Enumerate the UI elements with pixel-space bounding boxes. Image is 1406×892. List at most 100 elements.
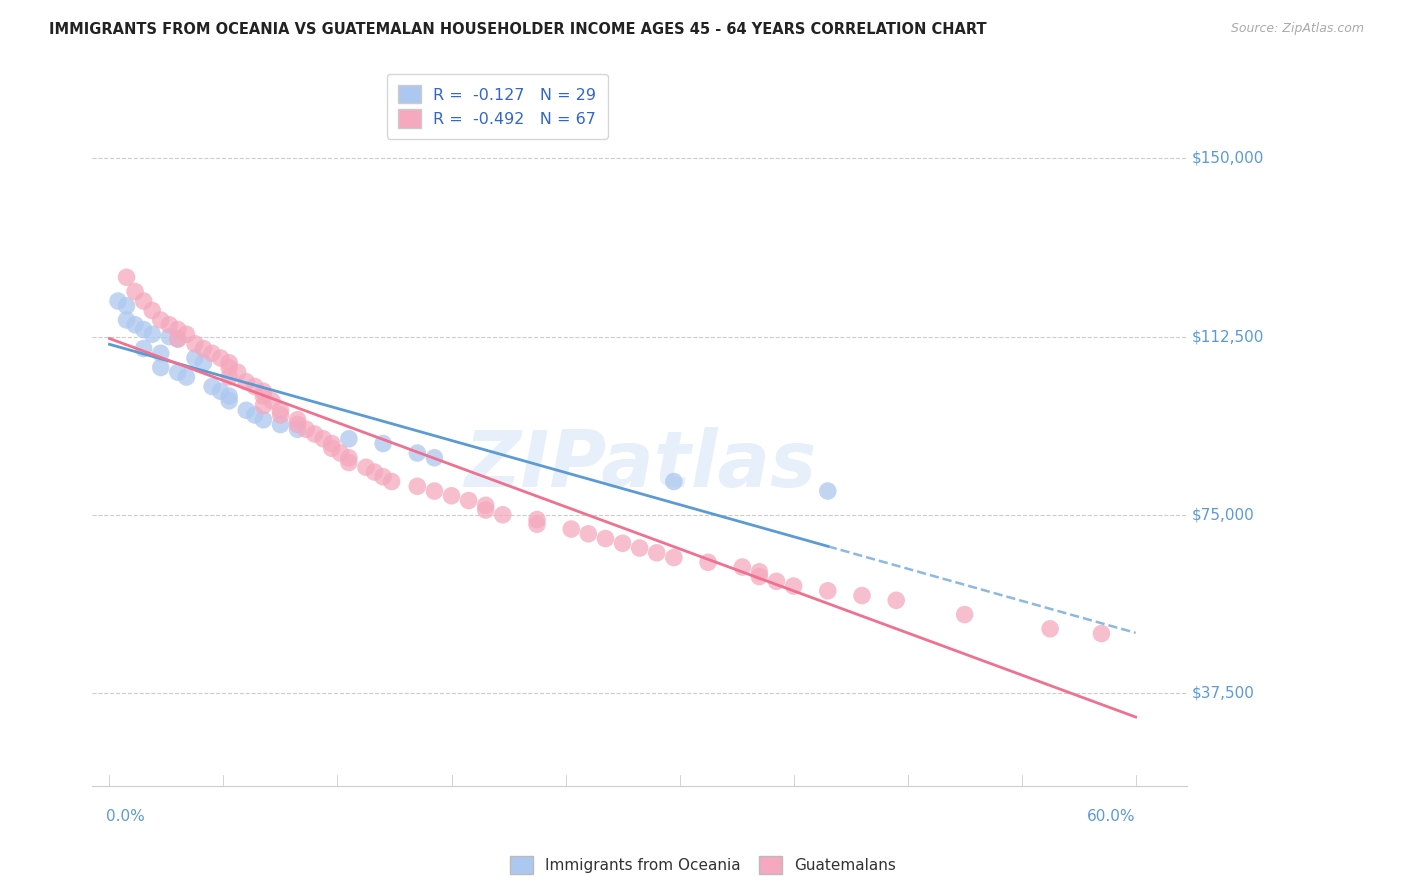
Point	[884, 593, 907, 607]
Point	[132, 322, 155, 336]
Point	[645, 546, 668, 560]
Point	[321, 442, 343, 456]
Point	[354, 460, 377, 475]
Point	[782, 579, 804, 593]
Text: $75,000: $75,000	[1192, 508, 1256, 523]
Point	[193, 356, 215, 370]
Point	[176, 370, 198, 384]
Legend: Immigrants from Oceania, Guatemalans: Immigrants from Oceania, Guatemalans	[503, 850, 903, 880]
Point	[157, 318, 180, 332]
Point	[260, 393, 283, 408]
Text: IMMIGRANTS FROM OCEANIA VS GUATEMALAN HOUSEHOLDER INCOME AGES 45 - 64 YEARS CORR: IMMIGRANTS FROM OCEANIA VS GUATEMALAN HO…	[49, 22, 987, 37]
Point	[304, 427, 326, 442]
Point	[252, 389, 274, 403]
Point	[107, 293, 129, 308]
Point	[209, 351, 232, 365]
Point	[560, 522, 582, 536]
Point	[176, 327, 198, 342]
Point	[141, 327, 163, 342]
Point	[243, 408, 266, 422]
Point	[337, 450, 360, 465]
Point	[201, 346, 224, 360]
Point	[337, 432, 360, 446]
Point	[287, 413, 309, 427]
Point	[363, 465, 385, 479]
Point	[731, 560, 754, 574]
Point	[218, 389, 240, 403]
Point	[235, 403, 257, 417]
Point	[662, 550, 685, 565]
Text: $112,500: $112,500	[1192, 329, 1264, 344]
Point	[817, 483, 839, 498]
Point	[115, 270, 138, 285]
Point	[269, 403, 291, 417]
Point	[132, 293, 155, 308]
Point	[209, 384, 232, 399]
Point	[329, 446, 352, 460]
Point	[371, 470, 394, 484]
Point	[851, 589, 873, 603]
Point	[612, 536, 634, 550]
Point	[474, 503, 496, 517]
Point	[457, 493, 479, 508]
Point	[218, 360, 240, 375]
Point	[697, 555, 720, 569]
Point	[440, 489, 463, 503]
Point	[243, 379, 266, 393]
Point	[662, 475, 685, 489]
Point	[817, 583, 839, 598]
Point	[295, 422, 318, 436]
Point	[287, 422, 309, 436]
Point	[166, 332, 188, 346]
Point	[226, 365, 249, 379]
Text: 0.0%: 0.0%	[105, 809, 145, 824]
Point	[235, 375, 257, 389]
Point	[124, 285, 146, 299]
Point	[132, 342, 155, 356]
Point	[115, 313, 138, 327]
Point	[1090, 626, 1112, 640]
Point	[218, 370, 240, 384]
Point	[166, 322, 188, 336]
Point	[474, 498, 496, 512]
Point	[115, 299, 138, 313]
Point	[321, 436, 343, 450]
Point	[337, 456, 360, 470]
Point	[166, 365, 188, 379]
Text: 60.0%: 60.0%	[1087, 809, 1136, 824]
Point	[269, 408, 291, 422]
Point	[141, 303, 163, 318]
Point	[157, 329, 180, 343]
Point	[218, 393, 240, 408]
Point	[526, 517, 548, 532]
Point	[628, 541, 651, 555]
Text: $37,500: $37,500	[1192, 685, 1256, 700]
Point	[269, 417, 291, 432]
Point	[765, 574, 787, 589]
Point	[748, 565, 770, 579]
Point	[193, 342, 215, 356]
Point	[287, 417, 309, 432]
Point	[124, 318, 146, 332]
Point	[252, 384, 274, 399]
Point	[1039, 622, 1062, 636]
Point	[149, 346, 172, 360]
Point	[218, 356, 240, 370]
Point	[748, 569, 770, 583]
Point	[149, 360, 172, 375]
Point	[406, 446, 429, 460]
Point	[381, 475, 404, 489]
Point	[184, 336, 207, 351]
Point	[526, 512, 548, 526]
Point	[184, 351, 207, 365]
Point	[371, 436, 394, 450]
Legend: R =  -0.127   N = 29, R =  -0.492   N = 67: R = -0.127 N = 29, R = -0.492 N = 67	[387, 74, 607, 138]
Point	[953, 607, 976, 622]
Text: Source: ZipAtlas.com: Source: ZipAtlas.com	[1230, 22, 1364, 36]
Point	[252, 413, 274, 427]
Point	[423, 483, 446, 498]
Point	[201, 379, 224, 393]
Point	[406, 479, 429, 493]
Point	[576, 526, 599, 541]
Point	[595, 532, 617, 546]
